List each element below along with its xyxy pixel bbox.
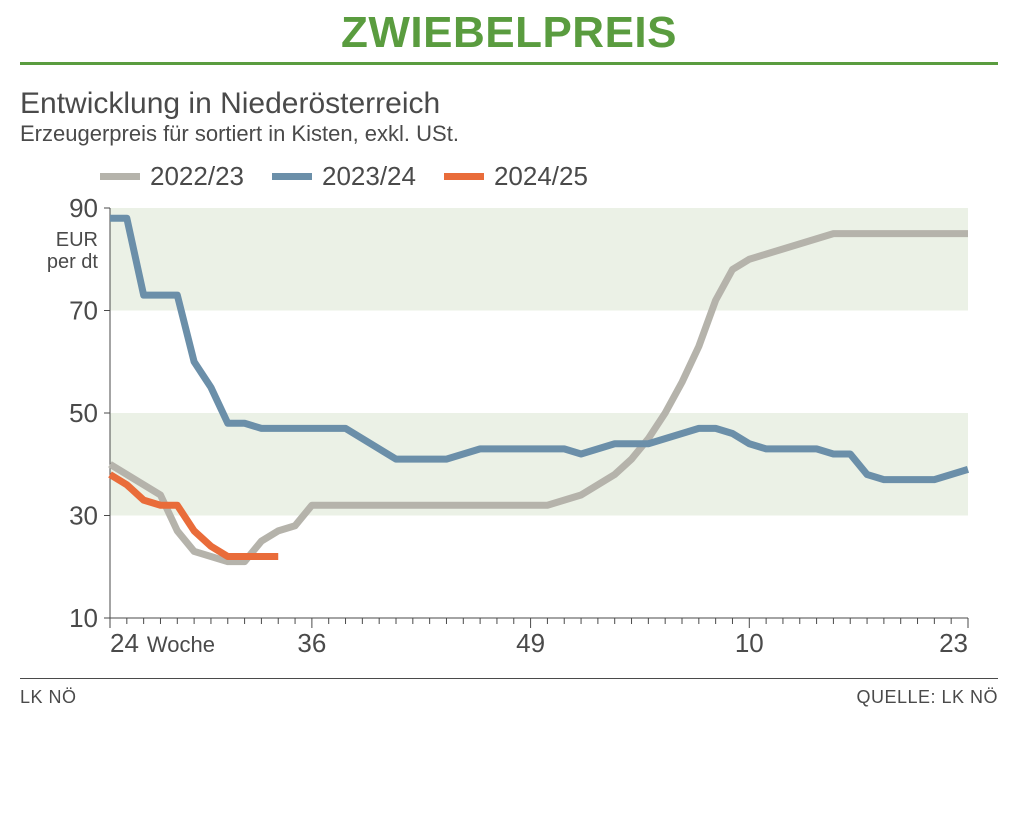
chart-subsubtitle: Erzeugerpreis für sortiert in Kisten, ex…: [20, 121, 998, 147]
footer-rule: [20, 678, 998, 679]
y-tick-label: 30: [69, 501, 98, 531]
y-axis-unit-1: EUR: [56, 229, 98, 251]
y-axis-unit-2: per dt: [47, 251, 99, 273]
legend-swatch: [100, 173, 140, 180]
grid-band: [110, 208, 968, 311]
chart-subtitle: Entwicklung in Niederösterreich: [20, 87, 998, 121]
footer-left: LK NÖ: [20, 687, 77, 708]
y-tick-label: 70: [69, 296, 98, 326]
legend-item: 2024/25: [444, 161, 588, 192]
x-tick-label: 49: [516, 628, 545, 658]
y-tick-label: 50: [69, 398, 98, 428]
x-tick-label: 23: [939, 628, 968, 658]
legend-label: 2023/24: [322, 161, 416, 192]
chart-container: ZWIEBELPREIS Entwicklung in Niederösterr…: [0, 0, 1018, 814]
footer-right: QUELLE: LK NÖ: [856, 687, 998, 708]
x-tick-label: 10: [735, 628, 764, 658]
x-tick-label: 36: [297, 628, 326, 658]
x-tick-label: 24: [110, 628, 139, 658]
y-tick-label: 10: [69, 603, 98, 633]
legend: 2022/23 2023/24 2024/25: [100, 161, 998, 192]
line-chart: 10 30 50 70 90 EURper dt 24 36 49 10 23 Woche: [20, 198, 988, 668]
legend-item: 2022/23: [100, 161, 244, 192]
y-tick-label: 90: [69, 198, 98, 223]
legend-label: 2022/23: [150, 161, 244, 192]
legend-label: 2024/25: [494, 161, 588, 192]
chart-title: ZWIEBELPREIS: [20, 8, 998, 58]
chart-footer: LK NÖ QUELLE: LK NÖ: [20, 687, 998, 708]
plot-area: 10 30 50 70 90 EURper dt 24 36 49 10 23 Woche: [20, 198, 998, 668]
legend-swatch: [272, 173, 312, 180]
x-axis-unit: Woche: [147, 632, 215, 657]
grid-band: [110, 413, 968, 516]
legend-item: 2023/24: [272, 161, 416, 192]
legend-swatch: [444, 173, 484, 180]
